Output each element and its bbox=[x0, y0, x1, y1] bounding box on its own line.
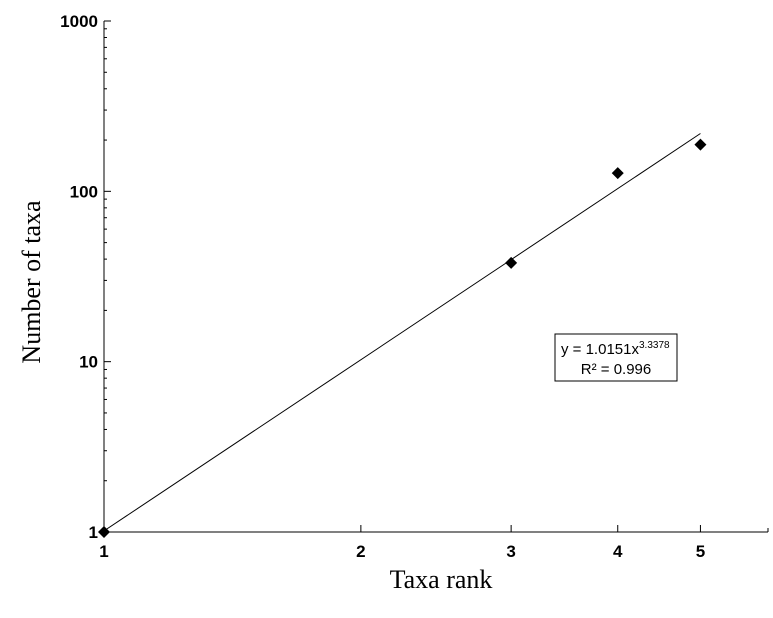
x-tick-label: 3 bbox=[506, 542, 515, 561]
y-tick-label: 1000 bbox=[60, 12, 98, 31]
data-point-diamond bbox=[98, 526, 110, 538]
x-tick-label: 2 bbox=[356, 542, 365, 561]
r-squared-label: R² = 0.996 bbox=[581, 361, 651, 378]
y-tick-label: 100 bbox=[70, 182, 98, 201]
y-axis-title: Number of taxa bbox=[17, 200, 46, 364]
x-axis-title: Taxa rank bbox=[390, 565, 493, 594]
trendline bbox=[103, 133, 701, 532]
axes bbox=[103, 21, 768, 533]
trendline-equation: y = 1.0151x3.3378 bbox=[561, 340, 670, 358]
equation-box-frame bbox=[554, 333, 678, 382]
x-tick-label: 4 bbox=[613, 542, 623, 561]
y-ticks: 1 10 100 1000 bbox=[60, 12, 111, 542]
data-point-diamond bbox=[694, 138, 707, 151]
x-ticks: 1 2 3 4 5 bbox=[99, 525, 769, 561]
y-tick-label: 10 bbox=[79, 353, 98, 372]
trendline-layer bbox=[103, 133, 701, 532]
equation-box: y = 1.0151x3.3378 R² = 0.996 bbox=[554, 333, 678, 382]
data-point-diamond bbox=[611, 167, 624, 180]
data-points bbox=[98, 138, 707, 538]
equation-main: y = 1.0151x bbox=[561, 341, 639, 358]
x-tick-label: 1 bbox=[99, 542, 108, 561]
x-tick-label: 5 bbox=[696, 542, 705, 561]
y-tick-label: 1 bbox=[89, 523, 98, 542]
data-point-diamond bbox=[505, 256, 518, 269]
equation-exponent: 3.3378 bbox=[639, 340, 670, 351]
